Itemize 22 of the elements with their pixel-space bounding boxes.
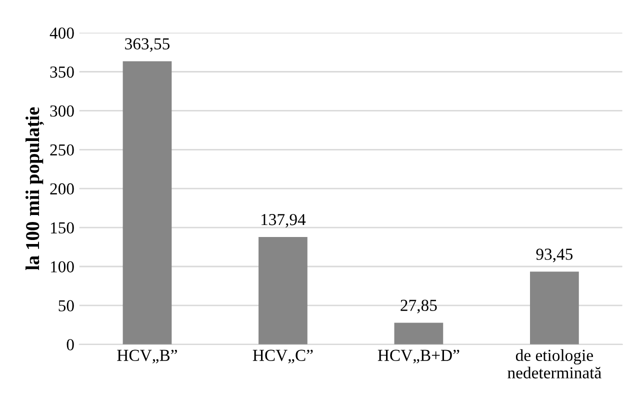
x-tick-label: de etiologie nedeterminată [508,349,602,378]
x-tick-label: HCV„B+D” [378,350,460,364]
y-tick-label: 250 [50,144,74,156]
y-tick-label: 200 [50,183,74,195]
data-label: 27,85 [400,300,437,314]
y-tick-label: 100 [50,261,74,272]
data-label: 363,55 [125,38,170,52]
data-label: 137,94 [262,214,306,228]
y-tick-label: 350 [50,66,74,78]
x-tick-label: HCV„C” [252,350,313,364]
y-tick-label: 50 [58,300,74,312]
y-tick-label: 400 [50,28,74,39]
y-tick-label: 300 [50,105,74,117]
y-tick-label: 150 [50,222,74,234]
x-tick-label: HCV„B” [117,350,177,364]
y-axis-title: la 100 mii populație [26,107,44,270]
bar [122,61,172,344]
y-tick-label: 0 [66,339,74,350]
bar [394,322,444,344]
bar [530,272,579,344]
bar [258,236,308,344]
data-label: 93,45 [536,248,573,262]
